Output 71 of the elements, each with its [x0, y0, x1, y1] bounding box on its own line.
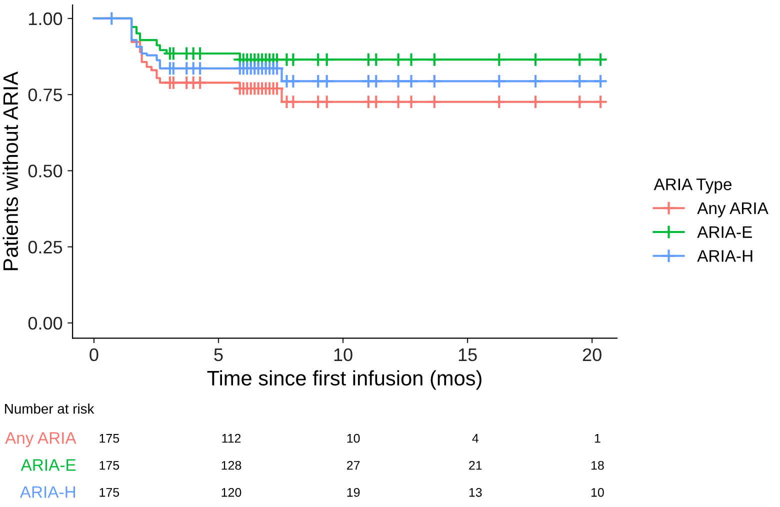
y-tick-label: 0.50 — [28, 164, 62, 178]
x-tick-label: 15 — [458, 348, 477, 362]
point — [166, 75, 181, 90]
y-tick-label: ARIA-E — [20, 459, 76, 471]
point — [427, 74, 442, 88]
x-axis-title: Time since first infusion (mos) — [207, 370, 482, 390]
point — [286, 94, 300, 110]
data-label: 175 — [100, 488, 120, 497]
point — [320, 94, 334, 110]
point — [391, 94, 406, 110]
data-label: 10 — [347, 434, 360, 443]
point — [528, 94, 543, 110]
point — [368, 94, 384, 110]
point — [593, 52, 608, 67]
point — [593, 74, 608, 88]
point — [528, 52, 543, 67]
data-label: 4 — [472, 434, 478, 443]
point — [192, 75, 208, 90]
data-label: 1 — [594, 434, 600, 443]
data-label: 175 — [100, 461, 120, 470]
point — [492, 52, 506, 67]
point — [404, 52, 419, 67]
legend-label: Any ARIA — [697, 202, 768, 218]
point — [404, 74, 419, 88]
data-label: 128 — [222, 460, 242, 470]
legend-label: ARIA-E — [697, 226, 752, 238]
data-label: 21 — [469, 460, 482, 470]
data-label: 27 — [346, 460, 360, 470]
y-tick-label: 0.75 — [28, 88, 62, 102]
point — [286, 52, 300, 67]
y-tick-label: Any ARIA — [5, 432, 76, 448]
point — [368, 52, 384, 67]
point — [192, 61, 208, 76]
point — [572, 52, 587, 67]
y-tick-label: 0.00 — [28, 316, 62, 330]
x-tick-label: 0 — [90, 348, 98, 362]
data-label: 112 — [222, 434, 241, 443]
data-label: 175 — [100, 434, 120, 443]
data-label: 19 — [347, 488, 360, 497]
data-label: 18 — [591, 460, 604, 470]
point — [391, 74, 406, 88]
x-tick-label: 10 — [334, 348, 352, 362]
point — [320, 52, 334, 67]
y-tick-label: 1.00 — [29, 12, 62, 26]
data-label: 10 — [591, 488, 604, 497]
y-tick-label: ARIA-H — [20, 486, 75, 498]
legend-title: ARIA Type — [654, 178, 732, 194]
point — [320, 74, 334, 88]
point — [166, 61, 181, 76]
point — [104, 11, 119, 26]
point — [528, 74, 543, 88]
chart-title: Number at risk — [5, 404, 94, 414]
x-tick-label: 20 — [582, 348, 602, 362]
point — [593, 94, 608, 110]
point — [492, 74, 506, 88]
y-tick-label: 0.25 — [28, 240, 62, 254]
point — [572, 74, 587, 88]
point — [404, 94, 419, 110]
point — [286, 74, 300, 88]
point — [270, 61, 284, 76]
point — [368, 74, 384, 88]
point — [391, 52, 406, 67]
y-axis-title: Patients without ARIA — [2, 71, 18, 270]
point — [492, 94, 506, 110]
x-tick-label: 5 — [214, 348, 223, 362]
point — [427, 52, 442, 67]
point — [427, 94, 442, 110]
legend-label: ARIA-H — [697, 250, 752, 262]
data-label: 120 — [222, 488, 242, 497]
point — [572, 94, 587, 110]
data-label: 13 — [469, 488, 482, 497]
